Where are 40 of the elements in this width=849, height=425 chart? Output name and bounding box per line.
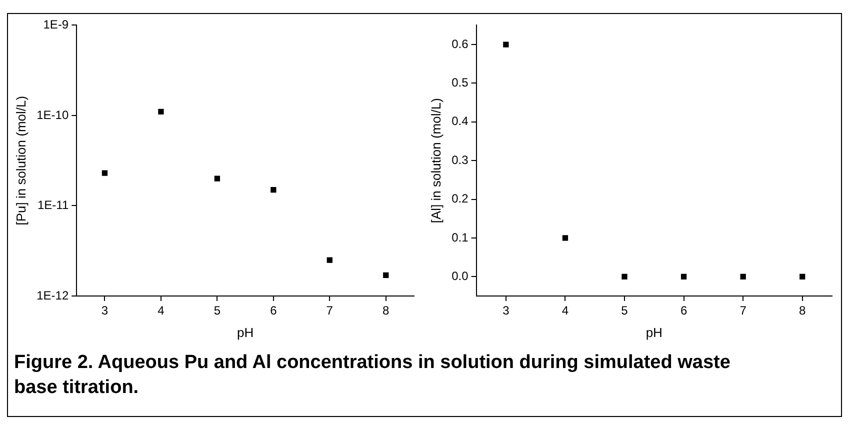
y-tick-label: 0.1 (452, 230, 469, 244)
point (800, 274, 806, 280)
x-tick-label: 3 (502, 304, 510, 318)
y-tick-label: 0.5 (452, 76, 469, 90)
point (503, 42, 509, 48)
point (270, 187, 276, 193)
caption: Figure 2. Aqueous Pu and Al concentrations in solution during simulated waste base titration. (14, 351, 732, 400)
x-tick-label: 3 (101, 304, 108, 318)
point (326, 257, 332, 263)
y-tick-label: 1E-10 (36, 108, 69, 122)
x-tick-label: 6 (270, 304, 278, 318)
y-tick-label: 0.0 (452, 268, 469, 283)
point (622, 274, 628, 280)
y-axis-title: [Pu] in solution (mol/L) (13, 96, 28, 226)
x-tick-label: 6 (680, 304, 688, 318)
y-axis-title: [Al] in solution (mol/L) (428, 98, 444, 224)
point (740, 274, 746, 280)
x-tick-label: 4 (562, 304, 569, 318)
x-tick-label: 7 (326, 304, 334, 318)
y-tick-label: 0.6 (452, 36, 469, 51)
x-tick-label: 7 (740, 304, 747, 318)
y-tick-label: 1E-11 (37, 198, 69, 212)
x-axis-title: pH (646, 324, 662, 340)
y-tick-label: 0.4 (452, 114, 469, 128)
x-tick-label: 5 (621, 304, 628, 318)
y-tick-label: 1E-9 (43, 18, 69, 32)
point (680, 274, 687, 280)
x-tick-label: 4 (158, 304, 165, 318)
point (562, 235, 568, 241)
x-axis-title: pH (237, 324, 254, 340)
y-tick-label: 1E-12 (36, 288, 69, 302)
y-tick-label: 0.2 (452, 192, 469, 206)
point (102, 170, 108, 176)
x-tick-label: 5 (214, 304, 221, 318)
x-tick-label: 8 (799, 304, 806, 318)
point (158, 108, 164, 115)
x-tick-label: 8 (382, 304, 390, 318)
point (214, 176, 220, 182)
point (383, 272, 389, 278)
y-tick-label: 0.3 (452, 152, 469, 167)
